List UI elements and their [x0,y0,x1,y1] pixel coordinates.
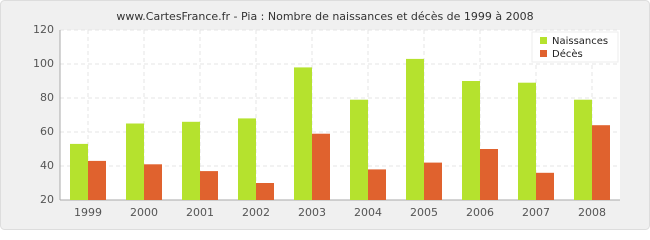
chart: www.CartesFrance.fr - Pia : Nombre de na… [0,0,650,230]
bar [536,172,554,200]
bar [368,169,386,200]
bar [592,125,610,200]
x-tick-label: 2006 [466,206,494,219]
bar [70,143,88,200]
bar [200,171,218,200]
y-tick-label: 60 [40,125,54,138]
legend-swatch [540,37,547,44]
x-tick-label: 2002 [242,206,270,219]
x-tick-label: 2007 [522,206,550,219]
bar [144,164,162,200]
y-tick-label: 100 [33,57,54,70]
bar [480,149,498,200]
bar [406,58,424,201]
x-tick-label: 2005 [410,206,438,219]
bar [574,99,592,200]
x-tick-label: 2008 [578,206,606,219]
bar [424,162,442,200]
x-tick-label: 2004 [354,206,382,219]
chart-title: www.CartesFrance.fr - Pia : Nombre de na… [116,10,533,23]
x-tick-label: 2003 [298,206,326,219]
y-tick-label: 120 [33,23,54,36]
bar [294,67,312,201]
y-tick-label: 40 [40,159,54,172]
legend-swatch [540,50,547,57]
y-tick-label: 20 [40,193,54,206]
bar [462,81,480,200]
bar [182,121,200,200]
bar [126,123,144,200]
y-tick-label: 80 [40,91,54,104]
x-tick-label: 2001 [186,206,214,219]
legend-label: Naissances [552,36,608,47]
x-tick-label: 1999 [74,206,102,219]
legend-label: Décès [552,48,583,60]
bar [518,82,536,200]
bar [350,99,368,200]
bar [256,183,274,200]
bar [88,160,106,200]
bar [312,133,330,200]
bar [238,118,256,200]
x-tick-label: 2000 [130,206,158,219]
